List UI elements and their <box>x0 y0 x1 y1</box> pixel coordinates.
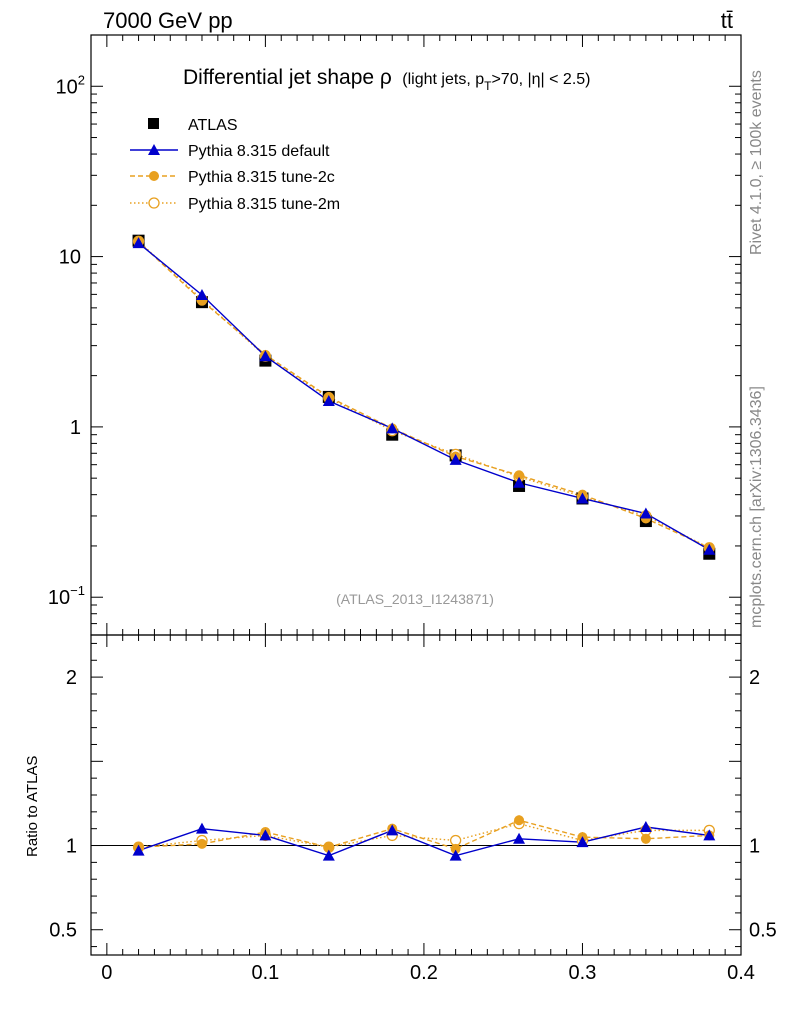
y-tick-label-main: 10 <box>59 247 81 269</box>
legend-label-atlas: ATLAS <box>188 117 238 134</box>
x-tick-label: 0.2 <box>410 962 438 984</box>
ratio-panel-frame <box>90 634 742 956</box>
y-tick-label-exp: 2 <box>78 72 85 87</box>
y-tick-label-main: 1 <box>70 417 81 439</box>
data-point-default <box>449 453 462 465</box>
y-tick-label-main: 102 <box>56 72 85 98</box>
y-tick-label-ratio-right: 2 <box>749 667 760 689</box>
ratio-point-default <box>703 829 716 841</box>
x-tick-label: 0.4 <box>727 962 755 984</box>
legend-label-default: Pythia 8.315 default <box>188 143 330 160</box>
ratio-point-default <box>132 844 145 856</box>
y-tick-label-base: 10 <box>48 587 70 609</box>
ratio-line-tune2c <box>138 819 710 850</box>
ratio-line-tune2m <box>138 822 710 848</box>
rivet-version-label: Rivet 4.1.0, ≥ 100k events <box>748 70 765 255</box>
legend: ATLAS Pythia 8.315 default Pythia 8.315 … <box>130 117 340 213</box>
y-tick-label-ratio: 2 <box>66 667 77 689</box>
data-point-tune2c <box>514 470 525 481</box>
series-line-tune2m <box>138 240 710 549</box>
y-tick-label-main: 10−1 <box>48 583 85 609</box>
main-title-sub-rest: >70, |η| < 2.5) <box>491 71 590 88</box>
series-line-default <box>138 242 710 551</box>
ratio-point-default <box>639 821 652 832</box>
legend-marker-tune2m <box>148 197 160 209</box>
x-tick-label: 0 <box>101 962 112 984</box>
ratio-point-default <box>195 822 208 834</box>
data-point-default <box>195 288 208 300</box>
series-line-tune2c <box>138 241 710 549</box>
x-tick-label: 0.3 <box>569 962 597 984</box>
ratio-point-tune2c <box>196 838 207 849</box>
ratio-point-tune2c <box>323 842 334 853</box>
y-tick-label-exp: −1 <box>70 583 85 598</box>
ratio-point-tune2c <box>514 815 525 826</box>
ratio-ylabel: Ratio to ATLAS <box>24 756 41 857</box>
legend-label-tune2m: Pythia 8.315 tune-2m <box>188 196 340 213</box>
analysis-watermark: (ATLAS_2013_I1243871) <box>336 591 494 607</box>
data-point-default <box>576 492 589 504</box>
y-tick-label-ratio: 1 <box>66 836 77 858</box>
ratio-point-default <box>322 849 335 861</box>
data-point-default <box>639 507 652 519</box>
data-point-default <box>513 476 526 488</box>
legend-label-tune2c: Pythia 8.315 tune-2c <box>188 169 335 186</box>
y-tick-label-ratio: 0.5 <box>49 920 77 942</box>
ratio-point-default <box>259 829 272 841</box>
ratio-point-tune2c <box>640 833 651 844</box>
x-tick-label: 0.1 <box>251 962 279 984</box>
data-point-default <box>322 394 335 406</box>
ratio-line-default <box>138 826 710 857</box>
legend-marker-tune2c <box>149 171 159 181</box>
ratio-point-default <box>513 832 526 844</box>
data-point-default <box>703 543 716 555</box>
mcplots-label: mcplots.cern.ch [arXiv:1306.3436] <box>748 386 765 628</box>
ratio-point-tune2c <box>450 843 461 854</box>
main-title: Differential jet shape ρ (light jets, pT… <box>183 66 591 93</box>
data-point-default <box>132 237 145 249</box>
ratio-point-default <box>576 836 589 848</box>
y-tick-label-base: 10 <box>56 76 78 98</box>
data-point-default <box>386 422 399 434</box>
main-title-sub-index: T <box>484 79 492 93</box>
legend-marker-default <box>148 144 160 155</box>
main-title-sub: (light jets, p <box>402 71 484 88</box>
ratio-point-default <box>449 849 462 861</box>
process-label: tt̄ <box>721 8 733 33</box>
energy-label: 7000 GeV pp <box>103 8 233 33</box>
data-point-default <box>259 350 272 362</box>
ratio-point-default <box>386 824 399 836</box>
y-tick-label-ratio-right: 1 <box>749 836 760 858</box>
y-tick-label-ratio-right: 0.5 <box>749 920 777 942</box>
main-title-text: Differential jet shape ρ <box>183 66 392 89</box>
legend-marker-atlas <box>148 118 159 129</box>
